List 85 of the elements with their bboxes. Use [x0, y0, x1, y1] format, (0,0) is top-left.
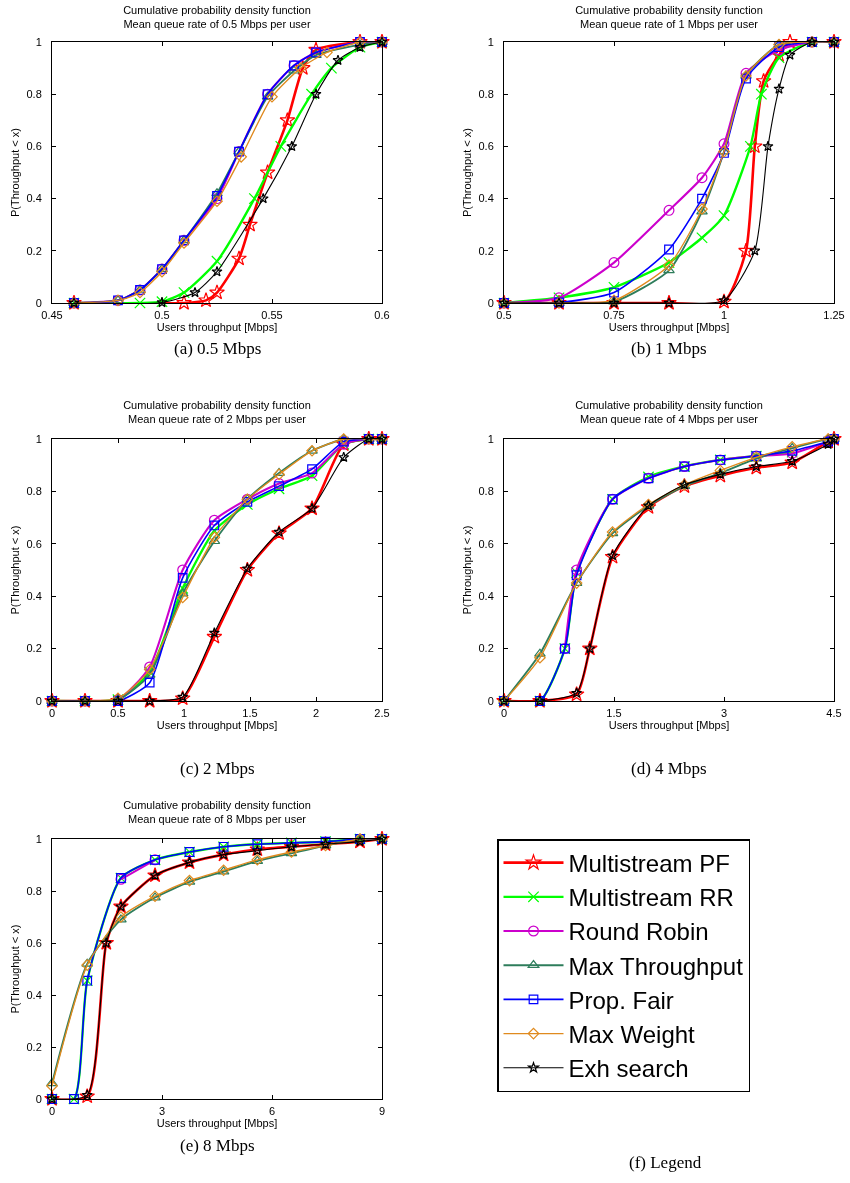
y-tick-label: 0.4	[478, 590, 494, 603]
y-tick-label: 0.2	[26, 244, 42, 257]
y-tick-label: 0.8	[26, 485, 42, 498]
y-tick-label: 0.6	[26, 140, 42, 153]
y-tick-label: 0	[35, 694, 42, 707]
chart-title: Cumulative probability density function	[575, 399, 763, 411]
text: (b) 1 Mbps	[631, 339, 707, 358]
x-tick-label: 0.5	[154, 309, 170, 322]
y-axis-title: P(Throughput < x)	[9, 128, 22, 217]
y-tick-label: 1	[35, 432, 42, 445]
legend-label: Max Throughput	[568, 952, 744, 980]
x-tick-label: 1	[180, 707, 188, 720]
y-tick-label: 1	[487, 35, 494, 48]
x-tick-label: 0	[500, 707, 508, 720]
y-tick-label: 0.6	[478, 140, 494, 153]
y-tick-label: 0.8	[26, 88, 42, 101]
y-tick-label: 0	[35, 1092, 42, 1105]
x-axis-title: Users throughput [Mbps]	[156, 719, 278, 732]
chart-subtitle: Mean queue rate of 4 Mbps per user	[580, 413, 759, 426]
legend-label: Multistream RR	[568, 884, 734, 912]
chart-title: Cumulative probability density function	[123, 399, 311, 411]
chart-subtitle: Mean queue rate of 8 Mbps per user	[128, 813, 307, 826]
legend-label: Prop. Fair	[568, 986, 674, 1014]
x-tick-label: 0.75	[603, 309, 625, 322]
chart-title: Cumulative probability density function	[575, 4, 763, 16]
y-tick-label: 0.2	[26, 1040, 42, 1053]
x-axis-title: Users throughput [Mbps]	[608, 719, 730, 732]
chart-subtitle: Mean queue rate of 1 Mbps per user	[580, 18, 759, 31]
y-tick-label: 0.4	[26, 192, 42, 205]
legend-label: Multistream PF	[568, 849, 730, 877]
x-tick-label: 1.5	[606, 707, 622, 720]
x-tick-label: 0	[48, 707, 56, 720]
y-tick-label: 0.2	[478, 244, 494, 257]
legend-label: Exh search	[568, 1055, 689, 1083]
y-tick-label: 0.8	[26, 884, 42, 897]
y-tick-label: 1	[35, 35, 42, 48]
x-tick-label: 1.25	[823, 309, 845, 322]
text: (a) 0.5 Mbps	[174, 339, 262, 358]
y-tick-label: 0.4	[26, 988, 42, 1001]
y-tick-label: 0.4	[478, 192, 494, 205]
chart-title: Cumulative probability density function	[123, 799, 311, 811]
x-axis-title: Users throughput [Mbps]	[156, 321, 278, 334]
text: (e) 8 Mbps	[180, 1136, 255, 1155]
x-tick-label: 4.5	[826, 707, 842, 720]
x-tick-label: 0.6	[374, 309, 390, 322]
x-tick-label: 2.5	[374, 707, 390, 720]
y-tick-label: 0.4	[26, 590, 42, 603]
x-axis-title: Users throughput [Mbps]	[608, 321, 730, 334]
x-tick-label: 0.5	[110, 707, 126, 720]
x-tick-label: 3	[158, 1105, 166, 1118]
y-axis-title: P(Throughput < x)	[461, 525, 474, 615]
legend-label: Round Robin	[568, 918, 709, 946]
text: (d) 4 Mbps	[631, 759, 707, 778]
x-tick-label: 0.5	[496, 309, 512, 322]
chart-subtitle: Mean queue rate of 0.5 Mbps per user	[123, 18, 311, 31]
y-axis-title: P(Throughput < x)	[461, 128, 474, 217]
x-tick-label: 9	[378, 1105, 386, 1118]
legend-label: Max Weight	[568, 1020, 696, 1048]
x-tick-label: 2	[312, 707, 320, 720]
text: (c) 2 Mbps	[180, 759, 255, 778]
y-tick-label: 0.2	[478, 642, 494, 655]
y-tick-label: 0.2	[26, 642, 42, 655]
y-tick-label: 0.8	[478, 485, 494, 498]
x-tick-label: 0.55	[261, 309, 283, 322]
y-tick-label: 0.6	[478, 537, 494, 550]
x-tick-label: 3	[720, 707, 728, 720]
x-axis-title: Users throughput [Mbps]	[156, 1117, 278, 1130]
y-tick-label: 0.6	[26, 537, 42, 550]
chart-subtitle: Mean queue rate of 2 Mbps per user	[128, 413, 307, 426]
y-tick-label: 1	[35, 832, 42, 845]
y-tick-label: 0	[487, 296, 494, 309]
y-tick-label: 0.8	[478, 88, 494, 101]
x-tick-label: 0.45	[41, 309, 63, 322]
y-axis-title: P(Throughput < x)	[9, 525, 22, 615]
y-axis-title: P(Throughput < x)	[9, 924, 22, 1014]
y-tick-label: 1	[487, 432, 494, 445]
text: (f) Legend	[629, 1153, 702, 1172]
x-tick-label: 6	[268, 1105, 276, 1118]
y-tick-label: 0	[487, 694, 494, 707]
y-tick-label: 0.6	[26, 936, 42, 949]
y-tick-label: 0	[35, 296, 42, 309]
chart-title: Cumulative probability density function	[123, 4, 311, 16]
x-tick-label: 1	[720, 309, 728, 322]
x-tick-label: 1.5	[242, 707, 258, 720]
x-tick-label: 0	[48, 1105, 56, 1118]
